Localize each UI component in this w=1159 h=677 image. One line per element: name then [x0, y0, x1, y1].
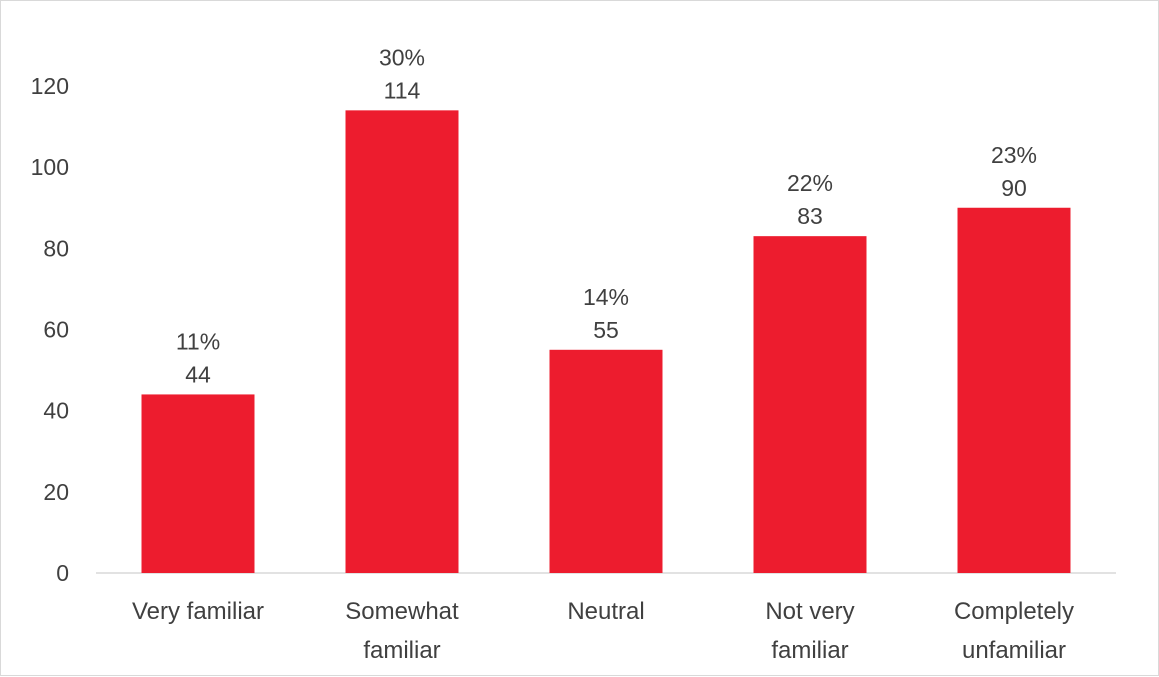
bars [141, 110, 1071, 574]
category-labels: Very familiar Somewhat familiar Neutral Not … [132, 598, 1074, 664]
bar [345, 110, 459, 573]
x-category-label: Neutral [567, 598, 644, 625]
bar [957, 207, 1071, 573]
data-label-percent: 22% [787, 170, 833, 196]
data-label-value: 44 [185, 361, 211, 387]
bar [753, 236, 867, 574]
y-tick-label: 0 [56, 560, 69, 586]
data-labels: 11% 44 30% 114 14% 55 22% 83 23% 90 [176, 44, 1037, 387]
x-category-label: Not very [765, 598, 854, 625]
data-label-percent: 11% [176, 328, 220, 354]
bar [141, 394, 255, 573]
y-axis-ticks: 0 20 40 60 80 100 120 [31, 73, 69, 586]
x-category-label: familiar [771, 637, 848, 664]
y-tick-label: 100 [31, 154, 69, 180]
x-category-label: Somewhat [345, 598, 459, 625]
data-label-percent: 14% [583, 284, 629, 310]
x-category-label: Completely [954, 598, 1074, 625]
x-category-label: Very familiar [132, 598, 264, 625]
y-tick-label: 60 [43, 317, 69, 343]
y-tick-label: 120 [31, 73, 69, 99]
y-tick-label: 20 [43, 479, 69, 505]
bar [549, 349, 663, 573]
data-label-value: 83 [797, 203, 823, 229]
data-label-value: 114 [384, 77, 421, 103]
data-label-percent: 23% [991, 142, 1037, 168]
data-label-percent: 30% [379, 44, 425, 70]
y-tick-label: 80 [43, 235, 69, 261]
y-tick-label: 40 [43, 398, 69, 424]
data-label-value: 90 [1001, 175, 1027, 201]
data-label-value: 55 [593, 317, 619, 343]
x-category-label: familiar [363, 637, 440, 664]
x-category-label: unfamiliar [962, 637, 1066, 664]
